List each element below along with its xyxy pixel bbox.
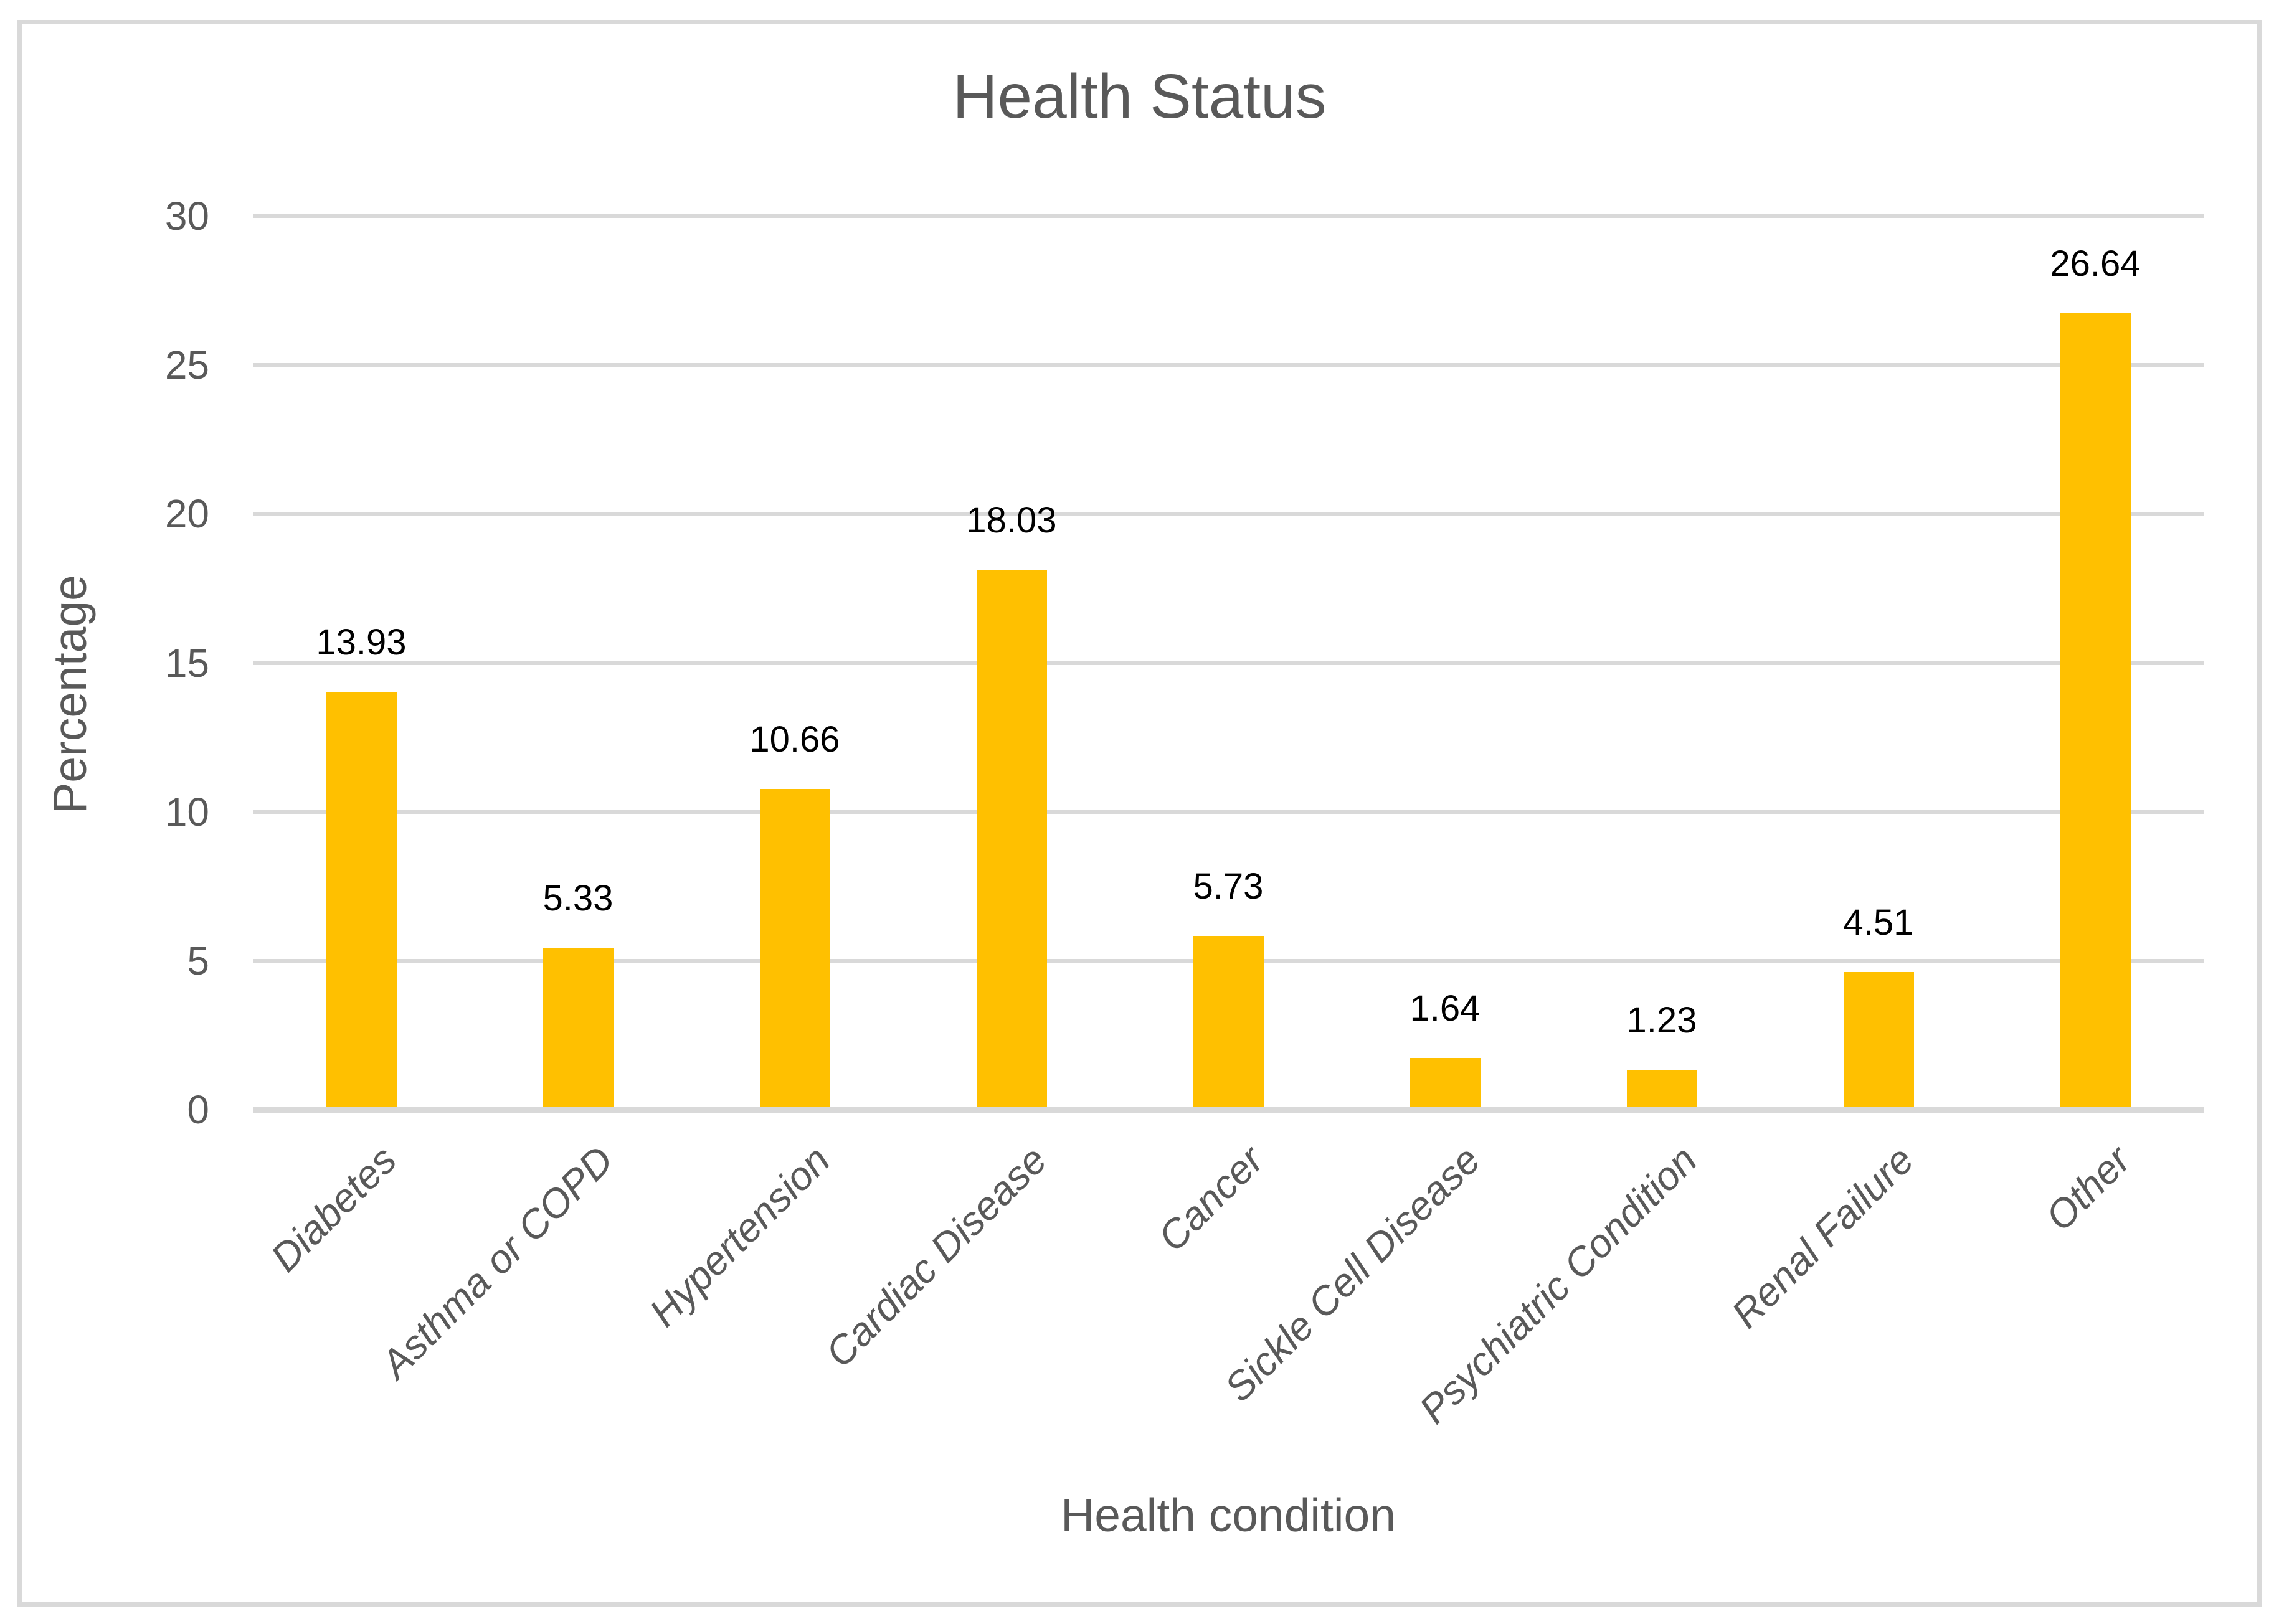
bar-value-label: 1.23 (1626, 1000, 1697, 1041)
bar-asthma-or-copd (543, 948, 614, 1107)
bar-value-label: 5.73 (1193, 866, 1264, 907)
gridline (253, 661, 2204, 665)
bar-renal-failure (1843, 972, 1914, 1107)
gridline (253, 512, 2204, 516)
bar-diabetes (326, 692, 397, 1107)
chart-title: Health Status (952, 62, 1327, 131)
y-tick-label: 0 (187, 1087, 209, 1132)
gridline (253, 810, 2204, 814)
y-tick-label: 5 (187, 938, 209, 983)
y-tick-label: 25 (164, 342, 209, 388)
y-tick-label: 10 (164, 789, 209, 834)
bar-hypertension (759, 789, 830, 1107)
bar-value-label: 26.64 (2050, 243, 2141, 284)
bar-value-label: 10.66 (749, 719, 840, 760)
bar-other (2060, 313, 2131, 1107)
bar-value-label: 13.93 (316, 622, 407, 663)
plot-area: 13.93 5.33 10.66 18.03 5.73 1.64 1.23 4.51 26.64 (253, 214, 2204, 1113)
gridline (253, 214, 2204, 218)
y-axis-title: Percentage (44, 575, 96, 814)
x-axis-title: Health condition (1061, 1489, 1396, 1541)
bar-value-label: 5.33 (543, 878, 614, 918)
bar-value-label: 18.03 (966, 500, 1057, 541)
y-tick-label: 15 (164, 640, 209, 686)
y-tick-label: 20 (164, 491, 209, 537)
bar-cardiac-disease (976, 570, 1047, 1107)
bar-cancer (1193, 936, 1264, 1107)
bar-value-label: 4.51 (1843, 902, 1914, 943)
bar-psychiatric-condition (1626, 1070, 1697, 1107)
bar-sickle-cell-disease (1410, 1058, 1481, 1107)
gridline (253, 363, 2204, 367)
bar-value-label: 1.64 (1410, 988, 1481, 1029)
x-axis-line (253, 1107, 2204, 1113)
y-tick-label: 30 (164, 194, 209, 238)
